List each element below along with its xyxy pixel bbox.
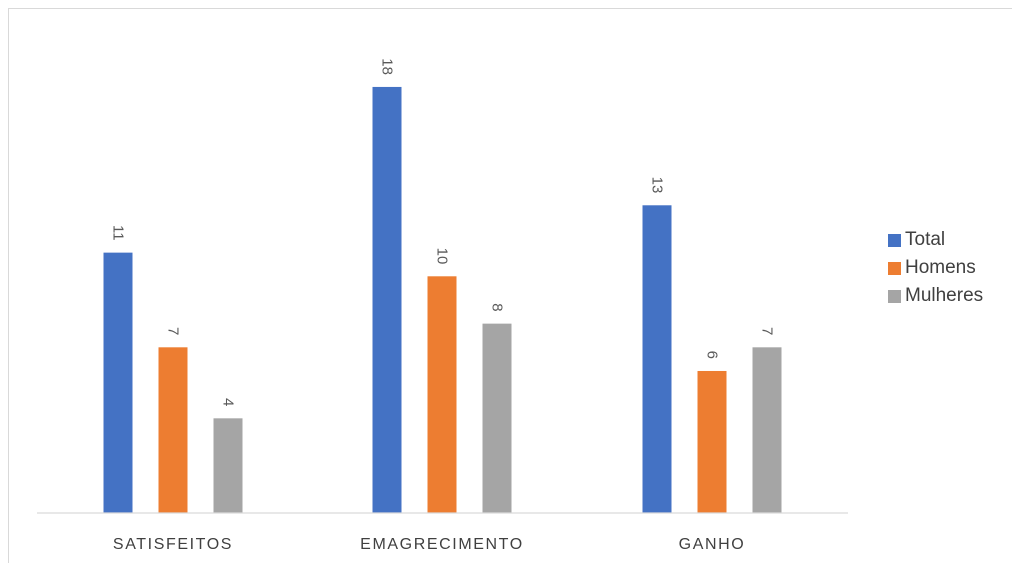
bar-homens-satisfeitos: [158, 347, 188, 513]
data-label-homens-ganho: 6: [704, 351, 721, 359]
category-labels-group: SATISFEITOS EMAGRECIMENTO GANHO: [113, 536, 746, 553]
data-label-mulheres-ganho: 7: [759, 327, 776, 335]
data-label-mulheres-emagrecimento: 8: [489, 303, 506, 311]
data-label-total-satisfeitos: 11: [110, 225, 127, 241]
category-label-emagrecimento: EMAGRECIMENTO: [360, 536, 524, 553]
bar-total-ganho: [642, 205, 672, 514]
legend: Total Homens Mulheres: [888, 228, 983, 312]
data-label-total-ganho: 13: [649, 177, 666, 194]
legend-swatch-mulheres: [888, 289, 901, 303]
legend-swatch-total: [888, 233, 901, 247]
bar-mulheres-emagrecimento: [482, 323, 512, 513]
data-label-mulheres-satisfeitos: 4: [220, 398, 237, 406]
data-label-homens-satisfeitos: 7: [165, 327, 182, 335]
bar-homens-emagrecimento: [427, 276, 457, 513]
bar-total-satisfeitos: [103, 252, 133, 513]
bar-mulheres-ganho: [752, 347, 782, 513]
legend-item-total: Total: [888, 228, 983, 252]
bar-labels-group: 11 7 4 18 10 8 13 6 7: [110, 58, 776, 406]
data-label-total-emagrecimento: 18: [379, 58, 396, 75]
legend-swatch-homens: [888, 261, 901, 275]
data-label-homens-emagrecimento: 10: [434, 248, 451, 265]
legend-item-homens: Homens: [888, 256, 983, 280]
legend-item-mulheres: Mulheres: [888, 284, 983, 308]
legend-label-total: Total: [905, 229, 946, 250]
legend-label-mulheres: Mulheres: [905, 285, 984, 306]
bar-homens-ganho: [697, 370, 727, 513]
legend-label-homens: Homens: [905, 257, 976, 278]
bar-total-emagrecimento: [372, 86, 402, 513]
bar-mulheres-satisfeitos: [213, 418, 243, 513]
category-label-satisfeitos: SATISFEITOS: [113, 536, 233, 553]
category-label-ganho: GANHO: [679, 536, 746, 553]
bars-group: [103, 86, 782, 514]
chart-frame: [8, 8, 1012, 563]
